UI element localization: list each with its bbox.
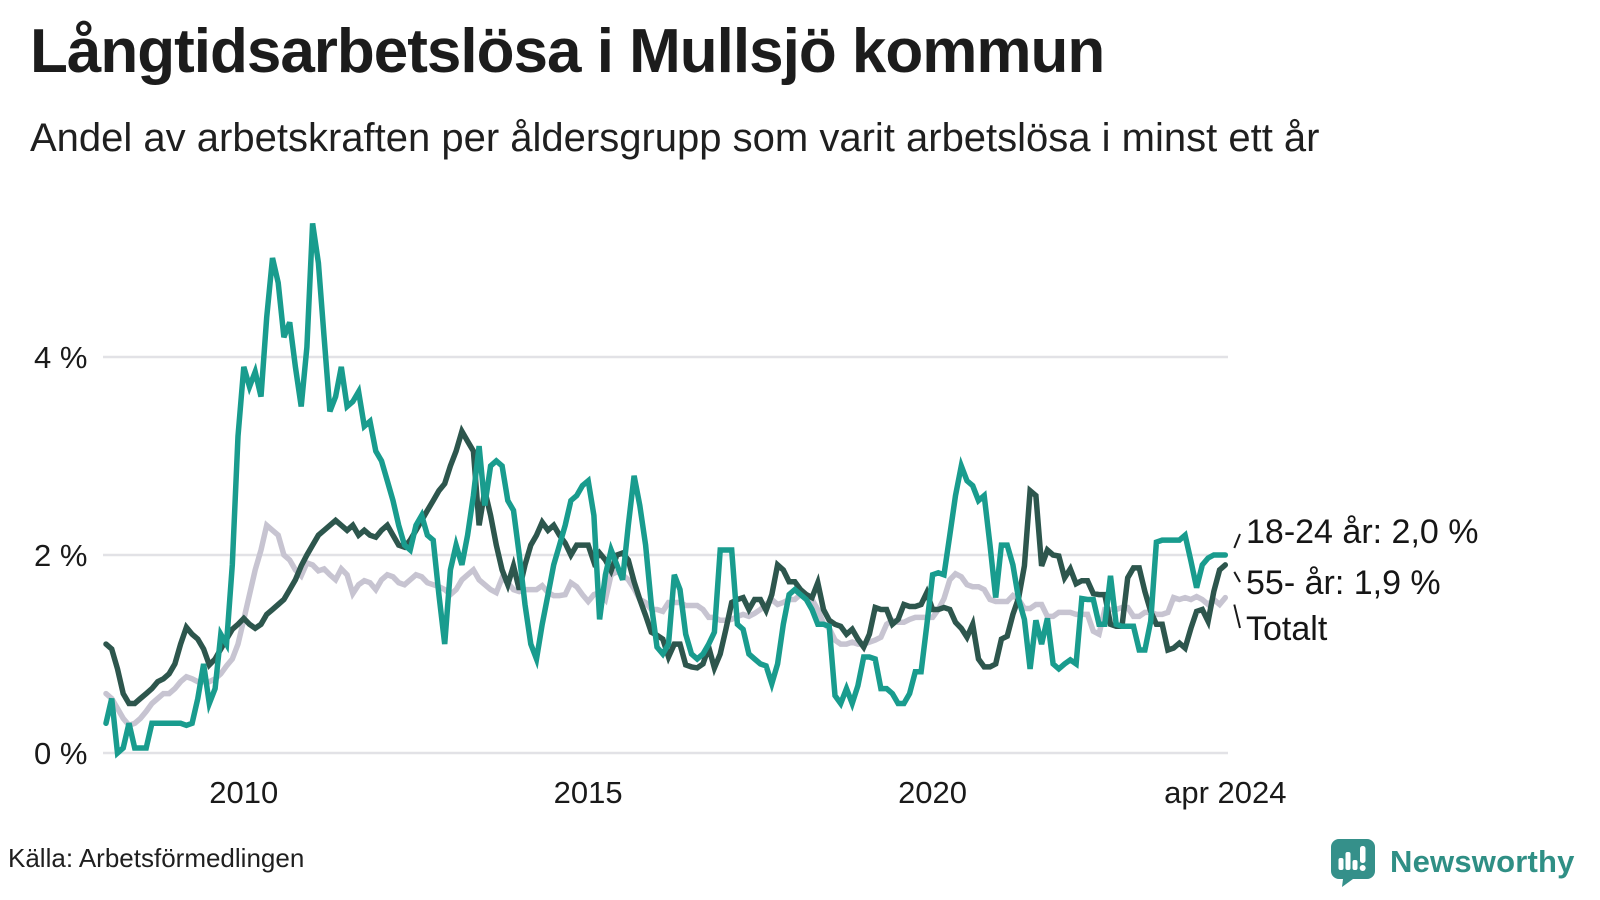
- page-title: Långtidsarbetslösa i Mullsjö kommun: [30, 17, 1105, 86]
- x-tick-label: 2010: [209, 775, 278, 810]
- series-line-totalt: [103, 520, 1229, 729]
- x-tick-label: apr 2024: [1164, 775, 1286, 810]
- x-tick-label: 2020: [898, 775, 967, 810]
- y-tick-label: 4 %: [34, 340, 87, 375]
- brand-name: Newsworthy: [1390, 844, 1575, 879]
- page-subtitle: Andel av arbetskraften per åldersgrupp s…: [30, 116, 1320, 160]
- annotation-connector: [1233, 571, 1241, 583]
- y-tick-label: 0 %: [34, 736, 87, 771]
- y-tick-label: 2 %: [34, 538, 87, 573]
- annotation-connector: [1233, 533, 1241, 549]
- annotation-label-total: Totalt: [1246, 610, 1328, 648]
- annotation-label-18-24: 18-24 år: 2,0 %: [1246, 513, 1479, 551]
- brand-logo: Newsworthy: [1330, 836, 1575, 888]
- annotation-connector: [1233, 604, 1241, 629]
- source-note: Källa: Arbetsförmedlingen: [8, 843, 305, 873]
- x-tick-label: 2015: [554, 775, 623, 810]
- series-line-55-r: [103, 424, 1229, 707]
- newsworthy-icon: [1331, 839, 1375, 887]
- series-line-18-24-r: [103, 223, 1229, 759]
- annotation-label-55: 55- år: 1,9 %: [1246, 564, 1441, 602]
